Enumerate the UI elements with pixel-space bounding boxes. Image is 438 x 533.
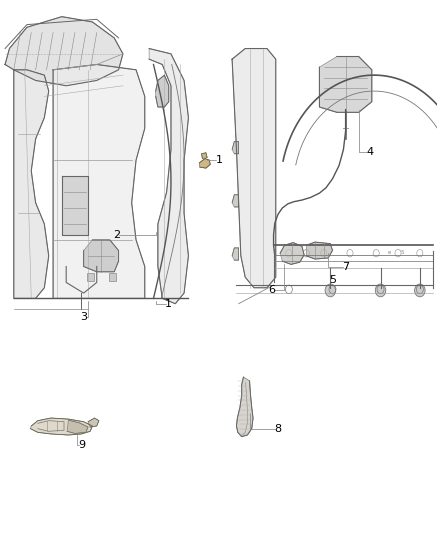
Polygon shape (232, 248, 239, 260)
Polygon shape (14, 70, 49, 298)
Polygon shape (306, 242, 332, 259)
Polygon shape (5, 17, 123, 86)
Polygon shape (88, 418, 99, 427)
Circle shape (325, 284, 336, 297)
Polygon shape (232, 195, 239, 207)
Polygon shape (149, 49, 188, 304)
Text: 7: 7 (342, 262, 349, 271)
Text: 5: 5 (329, 275, 336, 285)
Text: 4: 4 (366, 147, 373, 157)
Text: 1: 1 (215, 155, 223, 165)
Polygon shape (232, 49, 276, 288)
Text: 9: 9 (78, 440, 85, 450)
Text: 6: 6 (268, 286, 275, 295)
Polygon shape (62, 176, 88, 235)
Polygon shape (109, 273, 116, 281)
Polygon shape (237, 377, 253, 437)
Text: 5: 5 (401, 250, 404, 255)
Polygon shape (84, 240, 119, 272)
Polygon shape (280, 243, 304, 264)
Text: e: e (388, 250, 391, 255)
Polygon shape (199, 159, 210, 168)
Polygon shape (87, 273, 94, 281)
Circle shape (375, 284, 386, 297)
Polygon shape (53, 64, 145, 298)
Text: 3: 3 (80, 312, 87, 322)
Polygon shape (232, 142, 239, 154)
Polygon shape (30, 418, 92, 435)
Polygon shape (155, 75, 169, 107)
Text: 2: 2 (113, 230, 120, 240)
Text: 8: 8 (274, 424, 282, 434)
Text: 1: 1 (165, 298, 172, 309)
Polygon shape (319, 56, 372, 112)
Polygon shape (67, 420, 88, 433)
Polygon shape (201, 153, 207, 159)
Circle shape (415, 284, 425, 297)
